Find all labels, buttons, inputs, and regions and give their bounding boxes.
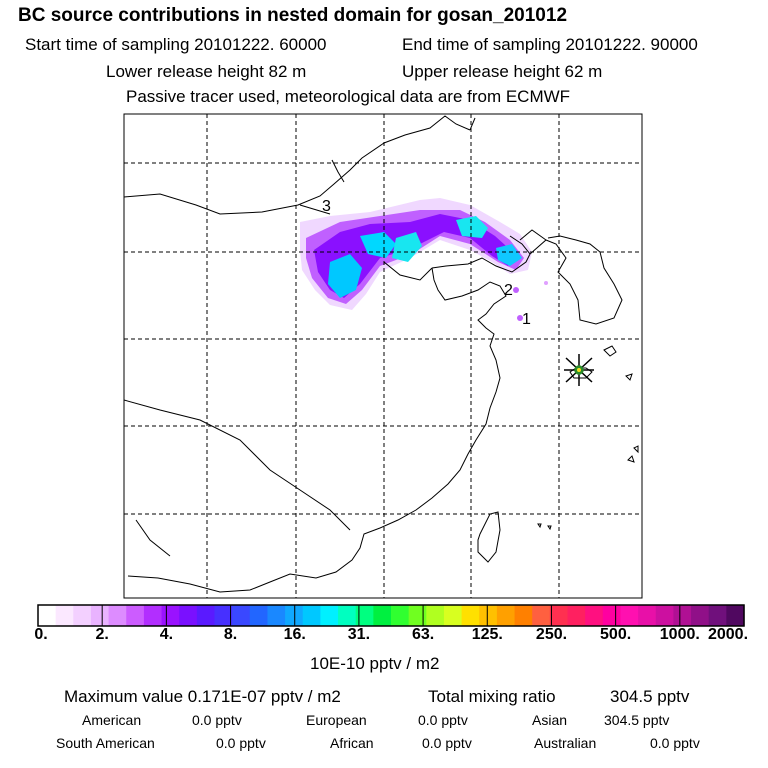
colorbar-cell [549,605,569,626]
region-name-african: African [330,735,374,751]
region-value-south-american: 0.0 pptv [216,735,266,751]
colorbar-tick-label: 8. [223,626,238,643]
colorbar-cell [38,605,57,626]
coastlines [124,115,639,593]
map-label-2: 2 [504,282,513,299]
lat-lon-grid [124,114,642,598]
region-value-asian: 304.5 pptv [604,712,670,728]
colorbar-tick-label: 125. [471,626,503,643]
plume-spot-1 [517,315,523,321]
plume-core-mid [392,232,422,262]
plume-core-east [496,244,522,266]
colorbar [37,604,745,627]
colorbar-tick-label: 16. [283,626,306,643]
region-value-african: 0.0 pptv [422,735,472,751]
colorbar-tick-label: 4. [159,626,174,643]
end-time-label: End time of sampling 20101222. 90000 [402,35,698,54]
colorbar-tick-label: 1000. [659,626,700,643]
colorbar-cell [602,605,622,626]
colorbar-tick-label: 2000. [707,626,749,643]
colorbar-cell [426,605,445,626]
emission-plume [300,198,548,321]
colorbar-cell [726,605,745,626]
colorbar-cell [267,605,286,626]
colorbar-cell [620,605,639,626]
plume-spot-sea [544,281,548,285]
colorbar-cell [655,605,674,626]
total-mixing-ratio-value: 304.5 pptv [610,687,690,706]
colorbar-cell [585,605,604,626]
colorbar-cell [708,605,727,626]
colorbar-tick-label: 31. [347,626,371,643]
colorbar-cell [285,605,304,626]
region-value-american: 0.0 pptv [192,712,242,728]
colorbar-units: 10E-10 pptv / m2 [310,654,440,673]
colorbar-dividers [101,605,681,626]
plot-title: BC source contributions in nested domain… [18,5,568,26]
colorbar-cell [161,605,180,626]
colorbar-cell [496,605,516,626]
colorbar-cell [567,605,586,626]
map-label-3: 3 [322,198,331,215]
plume-core-west [328,254,362,298]
map-label-1: 1 [522,311,531,328]
plume-core-north [456,216,488,238]
colorbar-tick-label: 2. [95,626,109,643]
colorbar-cell [73,605,92,626]
colorbar-cell [214,605,233,626]
region-name-south-american: South American [56,735,155,751]
colorbar-cell [232,605,251,626]
colorbar-cell [373,605,392,626]
colorbar-cell [514,605,533,626]
lower-release-label: Lower release height 82 m [106,62,307,81]
colorbar-cell [143,605,163,626]
map-content: 3 2 1 [124,114,642,598]
colorbar-cell [302,605,321,626]
colorbar-cell [638,605,657,626]
plume-spot-2 [513,287,519,293]
region-value-australian: 0.0 pptv [650,735,700,751]
colorbar-cell [338,605,357,626]
colorbar-cell [108,605,127,626]
map-frame [123,113,643,599]
total-mixing-ratio-label: Total mixing ratio [428,687,556,706]
region-name-asian: Asian [532,712,568,728]
region-value-european: 0.0 pptv [418,712,468,728]
colorbar-cell [90,605,110,626]
colorbar-cell [691,605,710,626]
region-name-american: American [82,712,142,728]
upper-release-label: Upper release height 62 m [402,62,603,81]
colorbar-tick-label: 0. [34,626,48,643]
receptor-marker [564,354,594,386]
colorbar-cells [38,605,745,626]
colorbar-cell [408,605,427,626]
colorbar-tick-label: 63. [411,626,435,643]
colorbar-cell [673,605,692,626]
colorbar-tick-label: 250. [535,626,568,643]
colorbar-cell [461,605,480,626]
colorbar-cell [479,605,498,626]
colorbar-cell [179,605,198,626]
start-time-label: Start time of sampling 20101222. 60000 [25,35,327,54]
tracer-note: Passive tracer used, meteorological data… [126,87,571,106]
colorbar-frame [37,604,745,627]
colorbar-cell [320,605,339,626]
maximum-value: Maximum value 0.171E-07 pptv / m2 [64,687,341,706]
colorbar-cell [196,605,216,626]
colorbar-cell [391,605,410,626]
colorbar-cell [443,605,463,626]
region-name-australian: Australian [534,735,597,751]
colorbar-cell [532,605,551,626]
colorbar-cell [249,605,269,626]
colorbar-cell [55,605,74,626]
colorbar-cell [355,605,374,626]
colorbar-tick-label: 500. [600,626,632,643]
colorbar-cell [126,605,145,626]
region-name-european: European [306,712,367,728]
